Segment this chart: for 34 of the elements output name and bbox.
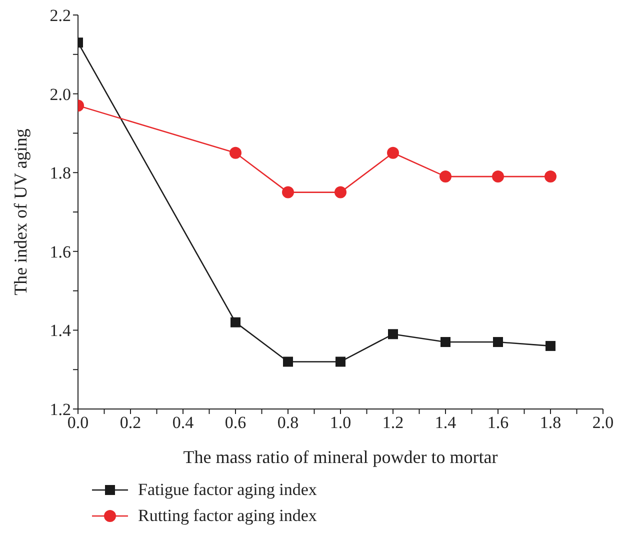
legend-label: Fatigue factor aging index bbox=[138, 480, 317, 500]
point bbox=[440, 170, 452, 183]
x-tick-label: 1.2 bbox=[382, 413, 404, 432]
x-tick-label: 0.0 bbox=[67, 413, 89, 432]
x-axis-title: The mass ratio of mineral powder to mortar bbox=[183, 447, 498, 467]
x-tick-label: 1.8 bbox=[540, 413, 562, 432]
x-tick-label: 2.0 bbox=[592, 413, 614, 432]
point bbox=[334, 186, 346, 198]
y-tick-label: 2.2 bbox=[50, 6, 71, 26]
point bbox=[282, 186, 294, 198]
x-tick-label: 1.6 bbox=[487, 413, 509, 432]
point bbox=[546, 340, 556, 351]
point bbox=[387, 146, 399, 159]
point bbox=[492, 170, 504, 183]
y-tick-label: 1.8 bbox=[50, 164, 71, 183]
point bbox=[283, 356, 293, 367]
point bbox=[440, 337, 450, 348]
x-tick-label: 0.6 bbox=[224, 413, 246, 432]
legend-label: Rutting factor aging index bbox=[138, 506, 317, 526]
point bbox=[230, 317, 240, 328]
x-tick-label: 0.2 bbox=[120, 413, 142, 432]
x-tick-label: 1.4 bbox=[434, 413, 457, 432]
point bbox=[493, 337, 503, 348]
point bbox=[336, 356, 346, 367]
x-tick-label: 0.8 bbox=[277, 413, 299, 432]
y-tick-label: 1.6 bbox=[50, 242, 71, 262]
x-tick-label: 0.4 bbox=[172, 413, 194, 432]
point bbox=[544, 170, 556, 183]
point bbox=[230, 146, 242, 159]
point bbox=[388, 329, 398, 340]
y-tick-label: 2.0 bbox=[50, 84, 71, 104]
x-tick-label: 1.0 bbox=[330, 413, 352, 432]
y-tick-label: 1.4 bbox=[50, 321, 72, 340]
y-axis-title: The index of UV aging bbox=[10, 128, 30, 296]
